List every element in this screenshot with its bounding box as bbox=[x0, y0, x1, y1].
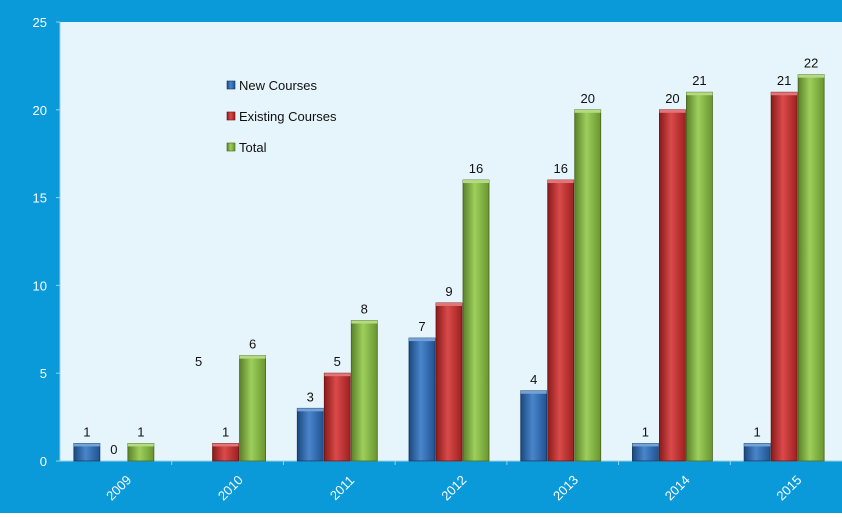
bar-total bbox=[686, 91, 713, 462]
bar-cap bbox=[212, 443, 239, 447]
y-tick-label: 25 bbox=[33, 15, 47, 30]
data-label: 5 bbox=[334, 354, 341, 369]
data-label: 0 bbox=[110, 442, 117, 457]
data-label: 9 bbox=[445, 284, 452, 299]
bar-cap bbox=[409, 338, 435, 342]
bar-total bbox=[350, 320, 378, 462]
data-label: 4 bbox=[530, 372, 537, 387]
bar-cap bbox=[798, 74, 825, 78]
bar-existing-courses bbox=[770, 91, 798, 462]
y-tick-label: 15 bbox=[33, 191, 47, 206]
bar-cap bbox=[659, 109, 686, 113]
y-axis: 0 5 10 15 20 25 bbox=[33, 15, 60, 469]
data-label: 1 bbox=[222, 424, 229, 439]
bar-cap bbox=[73, 443, 100, 447]
y-tick-label: 0 bbox=[40, 454, 47, 469]
bar-total bbox=[574, 109, 602, 462]
bar-total bbox=[797, 74, 825, 462]
data-label: 6 bbox=[249, 337, 256, 352]
y-tick-label: 10 bbox=[33, 278, 47, 293]
bar-cap bbox=[239, 355, 266, 359]
data-label: 1 bbox=[137, 424, 144, 439]
data-label: 22 bbox=[804, 56, 818, 71]
legend-label: New Courses bbox=[239, 78, 318, 93]
bar-cap bbox=[574, 109, 601, 113]
legend-swatch bbox=[226, 111, 236, 121]
bar-new-courses bbox=[296, 407, 324, 462]
y-tick-label: 20 bbox=[33, 103, 47, 118]
legend-swatch bbox=[226, 80, 236, 90]
data-label: 16 bbox=[469, 161, 483, 176]
data-label: 1 bbox=[83, 424, 90, 439]
bar-new-courses bbox=[520, 390, 548, 462]
data-label: 3 bbox=[307, 389, 314, 404]
bar-cap bbox=[547, 180, 574, 184]
data-label: 20 bbox=[580, 91, 594, 106]
legend-swatch bbox=[226, 142, 236, 152]
bar-cap bbox=[632, 443, 659, 447]
bar-existing-courses bbox=[323, 372, 351, 462]
bar-cap bbox=[520, 390, 547, 394]
bar-existing-courses bbox=[435, 302, 463, 462]
y-tick-label: 5 bbox=[40, 366, 47, 381]
bar-cap bbox=[297, 408, 324, 412]
data-label: 1 bbox=[642, 424, 649, 439]
bars bbox=[73, 74, 825, 462]
legend-label: Existing Courses bbox=[239, 109, 337, 124]
bar-cap bbox=[127, 443, 154, 447]
legend-label: Total bbox=[239, 140, 267, 155]
data-label: 16 bbox=[553, 161, 567, 176]
bar-existing-courses bbox=[659, 109, 686, 462]
data-label: 21 bbox=[777, 73, 791, 88]
data-label: 20 bbox=[665, 91, 679, 106]
data-label: 21 bbox=[692, 73, 706, 88]
legend: New Courses Existing Courses Total bbox=[226, 78, 337, 155]
bar-cap bbox=[686, 92, 713, 96]
bar-new-courses bbox=[408, 337, 436, 462]
bar-cap bbox=[771, 92, 798, 96]
bar-cap bbox=[351, 320, 378, 324]
bar-cap bbox=[463, 180, 489, 184]
bar-cap bbox=[744, 443, 771, 447]
bar-cap bbox=[436, 302, 462, 306]
bar-existing-courses bbox=[547, 179, 575, 462]
bar-total bbox=[239, 355, 266, 462]
data-label: 7 bbox=[418, 319, 425, 334]
data-label: 8 bbox=[361, 302, 368, 317]
data-label: 1 bbox=[754, 424, 761, 439]
bar-cap bbox=[324, 373, 351, 377]
bar-total bbox=[462, 179, 490, 462]
data-label: 5 bbox=[195, 354, 202, 369]
